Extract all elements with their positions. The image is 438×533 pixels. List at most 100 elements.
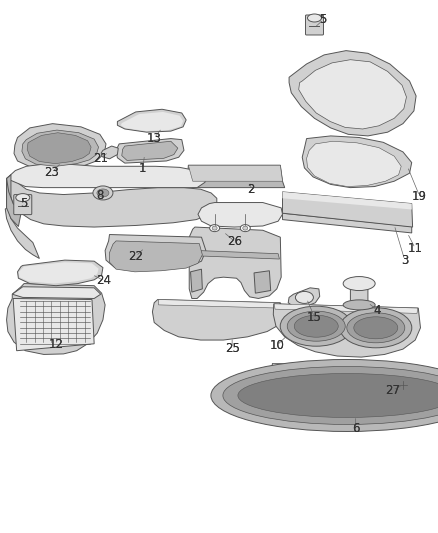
Polygon shape	[110, 241, 202, 272]
Polygon shape	[14, 124, 106, 169]
Polygon shape	[18, 260, 103, 286]
Polygon shape	[7, 175, 217, 227]
Ellipse shape	[287, 311, 345, 341]
Ellipse shape	[211, 359, 438, 432]
Text: 8: 8	[96, 189, 103, 202]
Text: 3: 3	[401, 254, 408, 266]
Polygon shape	[116, 139, 184, 163]
Ellipse shape	[340, 308, 412, 348]
Text: 24: 24	[96, 274, 111, 287]
Polygon shape	[283, 213, 412, 233]
Ellipse shape	[343, 277, 375, 290]
Text: 12: 12	[49, 338, 64, 351]
Polygon shape	[19, 262, 99, 284]
Text: 5: 5	[320, 13, 327, 26]
Polygon shape	[189, 227, 281, 298]
Text: 24: 24	[96, 274, 111, 287]
Polygon shape	[254, 271, 271, 293]
Polygon shape	[197, 251, 279, 259]
Text: 15: 15	[307, 311, 322, 324]
Text: 27: 27	[385, 384, 400, 397]
Text: 2: 2	[247, 183, 255, 196]
Text: 22: 22	[128, 250, 143, 263]
Text: 6: 6	[352, 422, 360, 435]
FancyBboxPatch shape	[14, 195, 32, 215]
Polygon shape	[283, 192, 412, 209]
Polygon shape	[101, 146, 118, 159]
Polygon shape	[27, 133, 91, 164]
Ellipse shape	[223, 367, 438, 424]
Text: 19: 19	[412, 190, 427, 203]
Polygon shape	[299, 60, 406, 129]
Text: 4: 4	[374, 304, 381, 317]
Text: 1: 1	[139, 163, 147, 175]
Polygon shape	[105, 235, 206, 270]
Text: 21: 21	[93, 152, 108, 165]
Text: 8: 8	[96, 189, 103, 202]
Polygon shape	[350, 281, 368, 307]
Text: 11: 11	[408, 242, 423, 255]
Polygon shape	[122, 141, 178, 160]
Polygon shape	[7, 179, 21, 227]
Text: 4: 4	[374, 304, 381, 317]
Polygon shape	[188, 165, 283, 181]
Ellipse shape	[294, 315, 338, 337]
Text: 13: 13	[147, 132, 162, 144]
Polygon shape	[22, 130, 99, 166]
Polygon shape	[12, 287, 101, 298]
Polygon shape	[7, 284, 105, 354]
Ellipse shape	[210, 224, 219, 232]
Polygon shape	[272, 364, 420, 374]
Ellipse shape	[238, 374, 438, 417]
Text: 6: 6	[352, 422, 360, 435]
Polygon shape	[121, 112, 183, 131]
Ellipse shape	[240, 224, 250, 232]
Ellipse shape	[354, 317, 398, 339]
Text: 19: 19	[412, 190, 427, 203]
Polygon shape	[283, 192, 413, 227]
Text: 22: 22	[128, 250, 143, 263]
Polygon shape	[307, 141, 401, 187]
Text: 5: 5	[320, 13, 327, 26]
Polygon shape	[152, 300, 284, 340]
Polygon shape	[302, 136, 412, 188]
Polygon shape	[191, 269, 202, 292]
Polygon shape	[5, 208, 39, 259]
Text: 26: 26	[227, 235, 242, 248]
Ellipse shape	[307, 14, 321, 22]
Ellipse shape	[397, 380, 409, 390]
Polygon shape	[187, 165, 285, 188]
Text: 3: 3	[401, 254, 408, 266]
Polygon shape	[198, 203, 283, 227]
Text: 13: 13	[147, 132, 162, 144]
Polygon shape	[117, 109, 186, 132]
Ellipse shape	[295, 292, 314, 303]
Text: 15: 15	[307, 311, 322, 324]
Text: 5: 5	[21, 197, 28, 210]
Ellipse shape	[212, 226, 217, 230]
Text: 12: 12	[49, 338, 64, 351]
Text: 23: 23	[44, 166, 59, 179]
Text: 25: 25	[225, 342, 240, 354]
Text: 26: 26	[227, 235, 242, 248]
Text: 25: 25	[225, 342, 240, 354]
Ellipse shape	[347, 313, 405, 343]
Text: 11: 11	[408, 242, 423, 255]
Text: 10: 10	[269, 339, 284, 352]
Polygon shape	[287, 375, 420, 389]
Ellipse shape	[97, 189, 109, 197]
Text: 27: 27	[385, 384, 400, 397]
Text: 21: 21	[93, 152, 108, 165]
Text: 23: 23	[44, 166, 59, 179]
Ellipse shape	[280, 306, 352, 346]
Text: 5: 5	[21, 197, 28, 210]
Ellipse shape	[93, 186, 113, 200]
FancyBboxPatch shape	[305, 15, 324, 35]
Polygon shape	[7, 175, 11, 208]
Text: 1: 1	[139, 163, 147, 175]
Text: 2: 2	[247, 183, 255, 196]
Polygon shape	[273, 304, 420, 357]
Polygon shape	[288, 288, 320, 307]
Ellipse shape	[16, 193, 30, 201]
Polygon shape	[274, 304, 418, 313]
